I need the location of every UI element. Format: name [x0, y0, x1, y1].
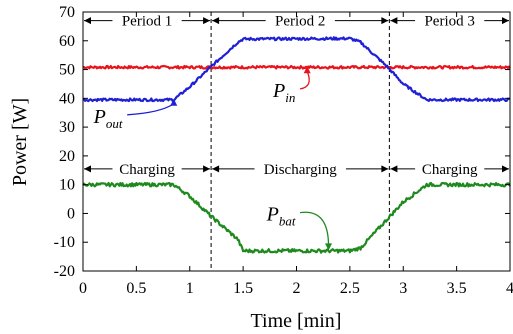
period-bracket-arrow-right — [203, 17, 211, 25]
annotation-label: Pin — [272, 80, 295, 105]
series-line-out — [82, 36, 511, 103]
x-tick-label: 2.5 — [340, 280, 360, 297]
x-axis-label: Time [min] — [251, 310, 342, 332]
y-tick-label: 50 — [59, 62, 75, 79]
y-tick-label: 30 — [59, 119, 75, 136]
annotation-main: P — [266, 204, 279, 226]
phase-bracket-label-bg — [254, 159, 346, 178]
period-bracket-label-bg — [265, 11, 335, 30]
phase-bracket-label-bg — [415, 159, 485, 178]
phase-bracket-label: Charging — [422, 162, 478, 178]
y-tick-label: -10 — [54, 234, 75, 251]
annotation-label: Pout — [93, 106, 123, 131]
y-tick-label: 70 — [59, 4, 75, 21]
period-bracket-arrow-right — [381, 17, 389, 25]
period-bracket-label: Period 3 — [424, 14, 474, 30]
annotation-subscript: in — [285, 90, 295, 105]
period-bracket-label-bg — [112, 11, 182, 30]
x-tick-label: 3 — [399, 280, 407, 297]
annotation-arrow — [127, 103, 175, 116]
x-tick-label: 0.5 — [126, 280, 146, 297]
x-tick-label: 1.5 — [233, 280, 253, 297]
period-bracket-arrow-left — [390, 17, 398, 25]
annotation-subscript: out — [106, 116, 123, 131]
annotation-main: P — [93, 106, 106, 128]
phase-bracket-arrow-left — [390, 165, 398, 173]
period-bracket-label: Period 1 — [122, 14, 172, 30]
phase-bracket-label: Charging — [119, 162, 175, 178]
annotation-arrowhead — [325, 243, 333, 251]
y-tick-label: 10 — [59, 177, 75, 194]
period-bracket-label-bg — [415, 11, 485, 30]
x-tick-label: 2 — [293, 280, 301, 297]
x-tick-label: 3.5 — [447, 280, 467, 297]
series-line-bat — [82, 181, 512, 254]
series-line-in — [82, 64, 511, 70]
period-bracket-arrow-left — [212, 17, 220, 25]
y-tick-label: 60 — [59, 33, 75, 50]
phase-bracket-label-bg — [112, 159, 182, 178]
y-tick-label: 20 — [59, 148, 75, 165]
y-tick-label: 0 — [67, 205, 75, 222]
y-tick-label: 40 — [59, 90, 75, 107]
x-tick-label: 4 — [506, 280, 513, 297]
plot-frame — [82, 11, 511, 272]
period-bracket-arrow-left — [84, 17, 91, 25]
phase-bracket-arrow-left — [84, 165, 91, 173]
annotation-main: P — [272, 80, 285, 102]
period-bracket-arrow-right — [502, 17, 509, 25]
annotation-label: Pbat — [266, 204, 296, 229]
annotation-arrowhead — [303, 66, 311, 74]
plot-area: Period 1 Period 2 Period 3 Charging Discharg… — [82, 11, 512, 271]
annotation-arrowhead — [170, 98, 178, 106]
phase-bracket-label: Discharging — [264, 162, 338, 178]
period-bracket-label: Period 2 — [275, 14, 325, 30]
x-tick-label: 1 — [186, 280, 194, 297]
phase-bracket-arrow-right — [502, 165, 509, 173]
phase-bracket-arrow-right — [381, 165, 389, 173]
phase-bracket-arrow-left — [212, 165, 220, 173]
y-tick-label: -20 — [54, 263, 75, 280]
x-tick-label: 0 — [79, 280, 87, 297]
phase-bracket-arrow-right — [203, 165, 211, 173]
y-axis-label: Power [W] — [9, 98, 31, 186]
annotation-subscript: bat — [279, 214, 296, 229]
annotation-arrow — [299, 71, 310, 90]
axis-ticks: 0 0.5 1 1.5 2 2.5 3 3.5 4 -20 -10 0 10 20 30 40 50 60 70 — [54, 4, 513, 297]
annotation-arrow — [300, 211, 330, 246]
